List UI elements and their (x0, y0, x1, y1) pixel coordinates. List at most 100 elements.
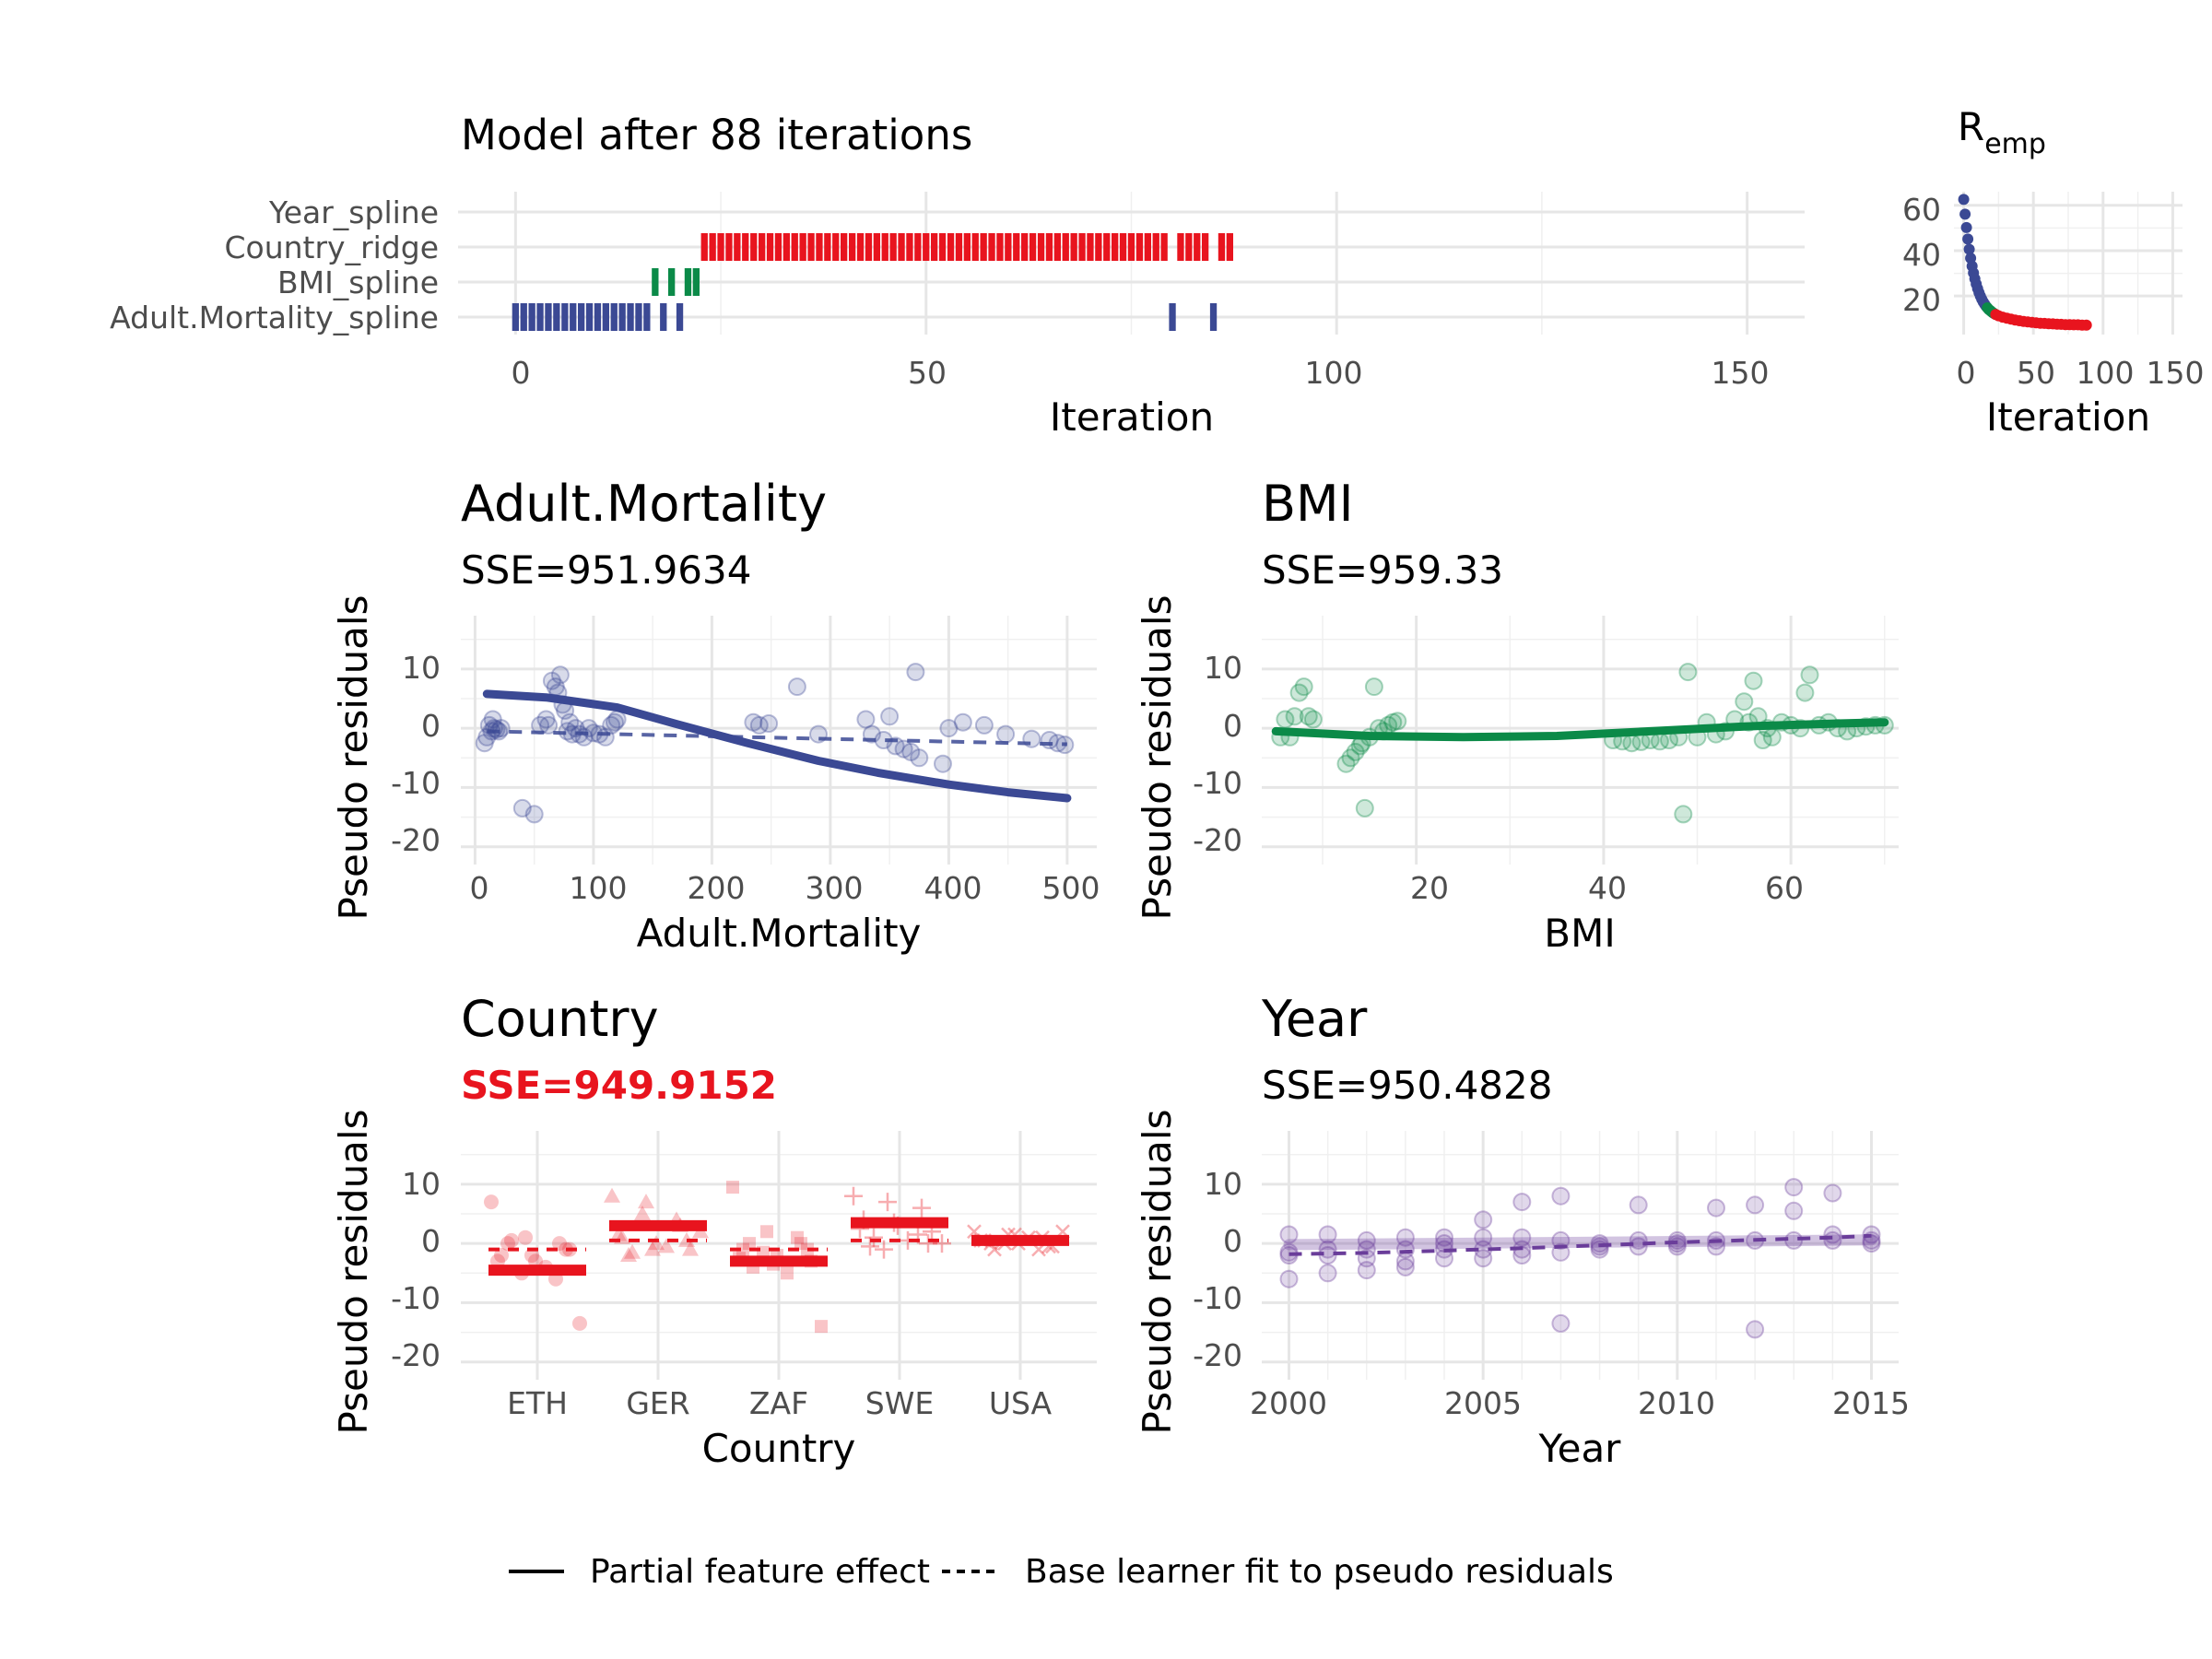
selection-tile (996, 233, 1004, 261)
feature-label-country: Country_ridge (224, 229, 439, 265)
risk-xtick-0: 0 (1957, 355, 1976, 391)
selection-tile (602, 303, 609, 331)
selection-xtick-150: 150 (1712, 355, 1770, 391)
risk-point (1959, 208, 1971, 220)
panel-year: Year SSE=950.4828 Pseudo residuals 10 0 … (1135, 990, 1910, 1471)
selection-tile (1135, 233, 1144, 261)
residual-point-square (781, 1266, 794, 1280)
selection-tile (545, 303, 552, 331)
selection-tile (1021, 233, 1029, 261)
residual-point (759, 714, 779, 733)
base-learner-fit-line (1288, 1233, 1872, 1256)
residual-point (524, 805, 544, 824)
residual-point (910, 748, 929, 768)
residual-point (1512, 1228, 1532, 1247)
residual-point (1303, 710, 1323, 729)
residual-point (539, 715, 559, 735)
legend-dashed-label: Base learner fit to pseudo residuals (1025, 1553, 1614, 1591)
residual-point (560, 712, 580, 732)
risk-xtick-50: 50 (2017, 355, 2055, 391)
ytick-minus20: -20 (1193, 1337, 1242, 1373)
selection-tile (1226, 233, 1233, 261)
x-axis-label: BMI (1544, 911, 1615, 956)
residual-point (996, 724, 1016, 744)
selection-tile (914, 233, 922, 261)
x-ticks: 0 100 200 300 400 500 (470, 870, 1100, 906)
selection-tile (971, 233, 979, 261)
residual-point-triangle (682, 1241, 699, 1256)
selection-tile (1152, 233, 1159, 261)
y-axis-label: Pseudo residuals (1135, 1110, 1180, 1435)
selection-tiles (512, 233, 1233, 331)
residual-point-circle (518, 1230, 533, 1245)
risk-title-subscript: emp (1984, 128, 2046, 160)
residual-point (1862, 1225, 1881, 1244)
panel-title: Adult.Mortality (461, 475, 827, 533)
residual-point (1512, 1193, 1532, 1212)
selection-tile (799, 233, 806, 261)
residual-point (1800, 665, 1819, 685)
selection-tile (873, 233, 880, 261)
selection-tile (1037, 233, 1045, 261)
selection-tile (643, 303, 651, 331)
risk-title: Remp (1958, 104, 2046, 160)
selection-tile (931, 233, 938, 261)
residual-point (1395, 1228, 1415, 1247)
xtick-500: 500 (1042, 870, 1100, 906)
x-ticks: 2000 2005 2010 2015 (1250, 1385, 1910, 1421)
selection-tile (700, 233, 708, 261)
selection-tile (1144, 233, 1151, 261)
residual-point (1784, 1178, 1804, 1197)
residual-point (483, 710, 502, 729)
feature-label-adult-mortality: Adult.Mortality_spline (110, 300, 439, 335)
residual-point (894, 739, 913, 759)
selection-tile (782, 233, 790, 261)
residual-point (1364, 677, 1383, 697)
residual-point (1474, 1210, 1493, 1230)
risk-point (1960, 221, 1972, 233)
selection-tile (512, 303, 519, 331)
residual-point (1357, 1230, 1376, 1250)
xtick-60: 60 (1765, 870, 1804, 906)
xtick-100: 100 (570, 870, 628, 906)
residual-point (1707, 1198, 1725, 1218)
residual-point (606, 712, 624, 732)
selection-tile (906, 233, 913, 261)
residual-point-circle (572, 1315, 587, 1331)
ytick-0: 0 (421, 708, 441, 744)
residual-point (1551, 1230, 1571, 1250)
xtick-400: 400 (924, 870, 982, 906)
selection-tile (832, 233, 840, 261)
legend-solid-label: Partial feature effect (590, 1553, 930, 1591)
residual-point-square (726, 1181, 739, 1194)
xtick-eth: ETH (507, 1385, 568, 1421)
selection-tile (1202, 233, 1209, 261)
selection-tile (520, 303, 527, 331)
selection-tile (1013, 233, 1020, 261)
residual-point-triangle (604, 1187, 620, 1203)
selection-tile (1103, 233, 1111, 261)
selection-tile (938, 233, 947, 261)
selection-tile (963, 233, 971, 261)
selection-tile (1005, 233, 1012, 261)
selection-tile (578, 303, 585, 331)
panel-adult-mortality: Adult.Mortality SSE=951.9634 Pseudo resi… (331, 475, 1100, 956)
selection-tile (660, 303, 667, 331)
residual-point-triangle (624, 1243, 641, 1259)
selection-xtick-50: 50 (908, 355, 947, 391)
residual-point-plus (919, 1234, 937, 1253)
ytick-minus20: -20 (391, 822, 441, 858)
selection-tile (816, 233, 823, 261)
xtick-300: 300 (806, 870, 864, 906)
panel-title: BMI (1262, 475, 1354, 533)
y-axis-label: Pseudo residuals (331, 595, 376, 921)
ytick-minus20: -20 (391, 1337, 441, 1373)
ytick-minus10: -10 (1193, 1280, 1242, 1316)
residual-point-circle (500, 1236, 515, 1252)
residual-point-triangle (634, 1206, 651, 1220)
residual-point (475, 734, 494, 753)
residual-point (901, 742, 921, 761)
selection-tile (889, 233, 897, 261)
selection-tile (947, 233, 955, 261)
xtick-40: 40 (1588, 870, 1627, 906)
